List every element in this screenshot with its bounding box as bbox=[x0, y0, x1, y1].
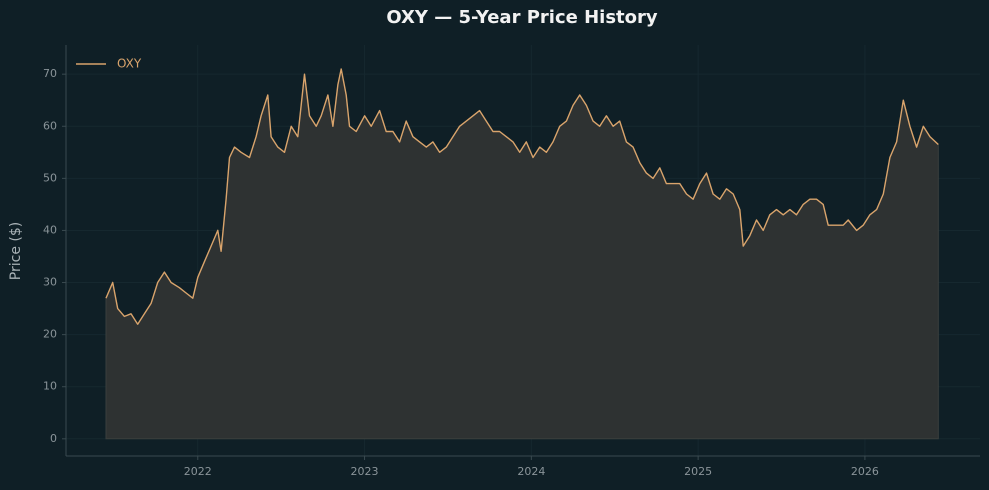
x-tick-label: 2024 bbox=[517, 465, 545, 478]
y-tick-label: 10 bbox=[43, 380, 57, 393]
y-tick-label: 40 bbox=[43, 223, 57, 236]
legend-label: OXY bbox=[117, 57, 142, 71]
y-tick-label: 30 bbox=[43, 276, 57, 289]
price-line bbox=[105, 68, 939, 325]
y-tick-label: 50 bbox=[43, 171, 57, 184]
y-tick-label: 0 bbox=[50, 432, 57, 445]
y-tick-label: 60 bbox=[43, 119, 57, 132]
x-tick-label: 2022 bbox=[184, 465, 212, 478]
x-tick-label: 2023 bbox=[351, 465, 379, 478]
chart-title: OXY — 5-Year Price History bbox=[386, 7, 658, 28]
y-tick-label: 70 bbox=[43, 67, 57, 80]
x-tick-label: 2026 bbox=[851, 465, 879, 478]
x-tick-label: 2025 bbox=[684, 465, 712, 478]
y-axis-label: Price ($) bbox=[8, 222, 24, 280]
y-tick-label: 20 bbox=[43, 328, 57, 341]
